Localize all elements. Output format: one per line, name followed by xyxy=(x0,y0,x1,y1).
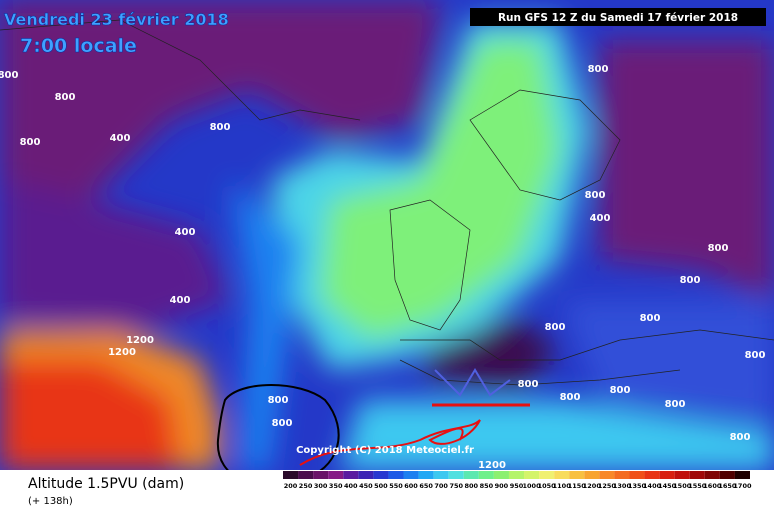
color-label: 250 xyxy=(299,482,313,490)
color-label: 750 xyxy=(449,482,463,490)
contour-label: 400 xyxy=(170,295,191,306)
color-swatch xyxy=(418,471,434,479)
color-swatch xyxy=(508,471,525,479)
color-label: 1400 xyxy=(643,482,662,490)
color-swatch xyxy=(644,471,660,479)
color-label: 1300 xyxy=(613,482,632,490)
color-swatch xyxy=(463,471,479,479)
color-label: 800 xyxy=(465,482,479,490)
contour-label: 400 xyxy=(110,133,131,144)
color-label: 850 xyxy=(480,482,494,490)
color-swatch xyxy=(388,471,404,479)
color-swatch xyxy=(328,471,344,479)
color-label: 1350 xyxy=(628,482,647,490)
contour-label: 800 xyxy=(610,385,631,396)
hand-zigzag xyxy=(434,368,511,397)
copyright: Copyright (C) 2018 Meteociel.fr xyxy=(296,445,474,456)
time-label: 7:00 locale xyxy=(20,35,137,57)
color-label: 550 xyxy=(389,482,403,490)
contour-label: 800 xyxy=(640,313,661,324)
color-swatch xyxy=(313,471,329,479)
legend-subtitle: (+ 138h) xyxy=(28,496,73,507)
contour-label: 1200 xyxy=(126,335,154,346)
contour-label: 400 xyxy=(175,227,196,238)
color-label: 1600 xyxy=(703,482,722,490)
legend-title: Altitude 1.5PVU (dam) xyxy=(28,476,184,492)
color-swatch xyxy=(734,471,750,479)
contour-label: 1200 xyxy=(478,460,506,471)
contour-label: 800 xyxy=(268,395,289,406)
color-swatch xyxy=(569,471,585,479)
color-label: 300 xyxy=(314,482,328,490)
color-swatch xyxy=(704,471,720,479)
color-swatch xyxy=(478,471,494,479)
color-label: 1500 xyxy=(673,482,692,490)
color-swatch xyxy=(659,471,675,479)
contour-label: 1200 xyxy=(108,347,136,358)
color-swatch xyxy=(584,471,600,479)
color-swatch xyxy=(674,471,690,479)
color-swatch xyxy=(689,471,705,479)
contour-label: 800 xyxy=(680,275,701,286)
contour-label: 800 xyxy=(745,350,766,361)
color-swatch xyxy=(599,471,615,479)
color-label: 1650 xyxy=(718,482,737,490)
run-box xyxy=(470,8,766,26)
field xyxy=(0,0,774,470)
color-swatch xyxy=(524,471,540,479)
color-label: 700 xyxy=(434,482,448,490)
contour-label: 800 xyxy=(708,243,729,254)
contour-label: 800 xyxy=(585,190,606,201)
color-label: 1050 xyxy=(538,482,557,490)
color-swatch xyxy=(448,471,464,479)
contour-label: 800 xyxy=(730,432,751,443)
color-label: 1550 xyxy=(688,482,707,490)
contour-label: 800 xyxy=(0,70,18,81)
contour-label: 800 xyxy=(518,379,539,390)
color-swatch xyxy=(283,471,299,479)
color-swatch xyxy=(614,471,630,479)
color-swatch xyxy=(433,471,449,479)
color-label: 1150 xyxy=(568,482,587,490)
color-label: 900 xyxy=(495,482,509,490)
color-label: 1000 xyxy=(523,482,542,490)
contour-label: 400 xyxy=(590,213,611,224)
color-swatch xyxy=(403,471,419,479)
color-swatch xyxy=(493,471,509,479)
color-label: 600 xyxy=(404,482,418,490)
color-swatch xyxy=(719,471,735,479)
run-label: Run GFS 12 Z du Samedi 17 février 2018 xyxy=(498,12,738,24)
contour-label: 800 xyxy=(272,418,293,429)
color-swatch xyxy=(373,471,389,479)
color-label: 450 xyxy=(359,482,373,490)
contour-label: 800 xyxy=(20,137,41,148)
color-label: 350 xyxy=(329,482,343,490)
color-label: 950 xyxy=(510,482,524,490)
contour-label: 800 xyxy=(588,64,609,75)
contour-label: 800 xyxy=(210,122,231,133)
color-label: 1250 xyxy=(598,482,617,490)
color-swatch xyxy=(358,471,374,479)
date-label: Vendredi 23 février 2018 xyxy=(4,10,229,29)
contour-label: 800 xyxy=(55,92,76,103)
color-swatch xyxy=(298,471,314,479)
color-label: 1450 xyxy=(658,482,677,490)
color-swatch xyxy=(629,471,645,479)
color-label: 200 xyxy=(284,482,298,490)
color-label: 500 xyxy=(374,482,388,490)
color-swatch xyxy=(343,471,359,479)
hand-scribble xyxy=(299,419,481,466)
contour-label: 800 xyxy=(545,322,566,333)
color-swatch xyxy=(539,471,555,479)
color-label: 1200 xyxy=(583,482,602,490)
color-swatch xyxy=(554,471,570,479)
color-label: 1100 xyxy=(553,482,572,490)
contour-label: 800 xyxy=(665,399,686,410)
contour-label: 800 xyxy=(560,392,581,403)
color-label: 650 xyxy=(419,482,433,490)
color-label: 1700 xyxy=(733,482,752,490)
color-label: 400 xyxy=(344,482,358,490)
